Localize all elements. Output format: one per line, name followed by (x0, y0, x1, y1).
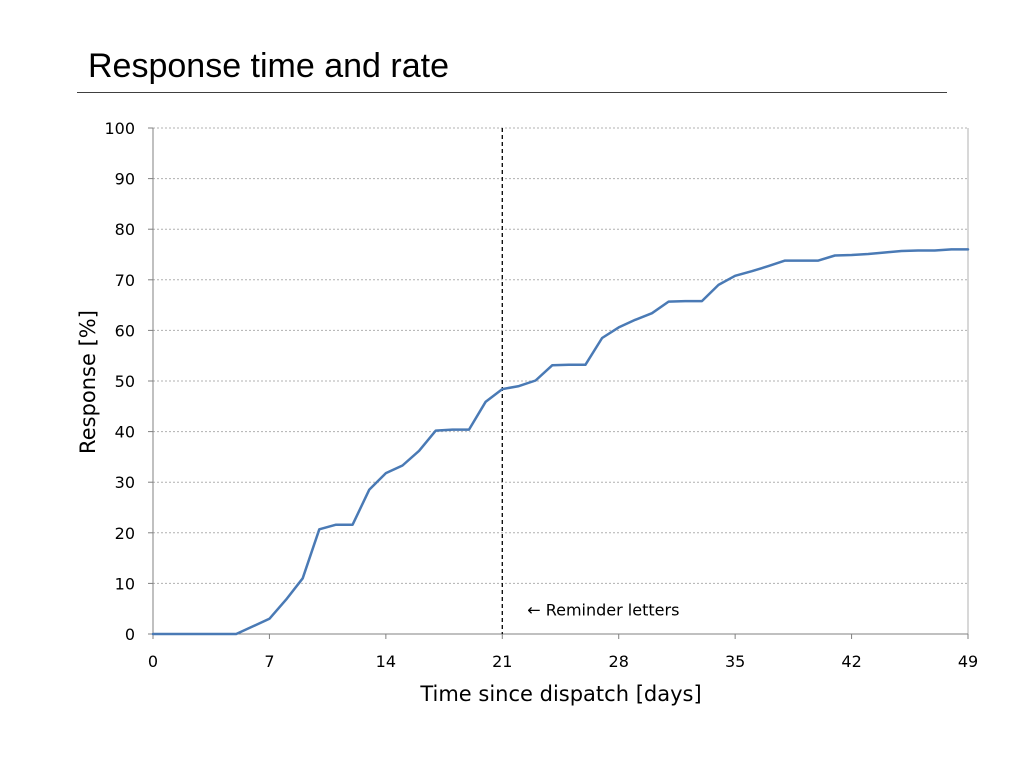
annotations: ← Reminder letters (501, 128, 679, 634)
x-axis-label: Time since dispatch [days] (419, 682, 701, 706)
x-tick-label: 14 (376, 652, 396, 671)
title-divider (77, 92, 947, 93)
response-series-line (151, 248, 970, 636)
y-axis-label: Response [%] (76, 310, 100, 454)
y-tick-label: 60 (115, 321, 135, 340)
y-tick-label: 100 (104, 119, 135, 138)
y-tick-label: 90 (115, 170, 135, 189)
y-tick-label: 40 (115, 423, 135, 442)
x-tick-label: 28 (609, 652, 629, 671)
x-tick-label: 21 (492, 652, 512, 671)
series-layer (151, 248, 970, 636)
y-tick-label: 70 (115, 271, 135, 290)
y-axis-ticks: 0 10 20 30 40 50 60 70 80 90 100 (104, 119, 153, 644)
y-tick-label: 50 (115, 372, 135, 391)
x-tick-label: 42 (841, 652, 861, 671)
slide-title: Response time and rate (88, 47, 449, 85)
y-tick-label: 10 (115, 574, 135, 593)
x-tick-label: 49 (958, 652, 978, 671)
x-axis-ticks: 0 7 14 21 28 35 42 49 (148, 634, 978, 671)
y-tick-label: 0 (125, 625, 135, 644)
y-tick-label: 20 (115, 524, 135, 543)
reminder-annotation: ← Reminder letters (527, 601, 679, 620)
x-tick-label: 0 (148, 652, 158, 671)
y-tick-label: 80 (115, 220, 135, 239)
x-tick-label: 7 (264, 652, 274, 671)
gridlines (153, 127, 969, 634)
y-tick-label: 30 (115, 473, 135, 492)
x-tick-label: 35 (725, 652, 745, 671)
